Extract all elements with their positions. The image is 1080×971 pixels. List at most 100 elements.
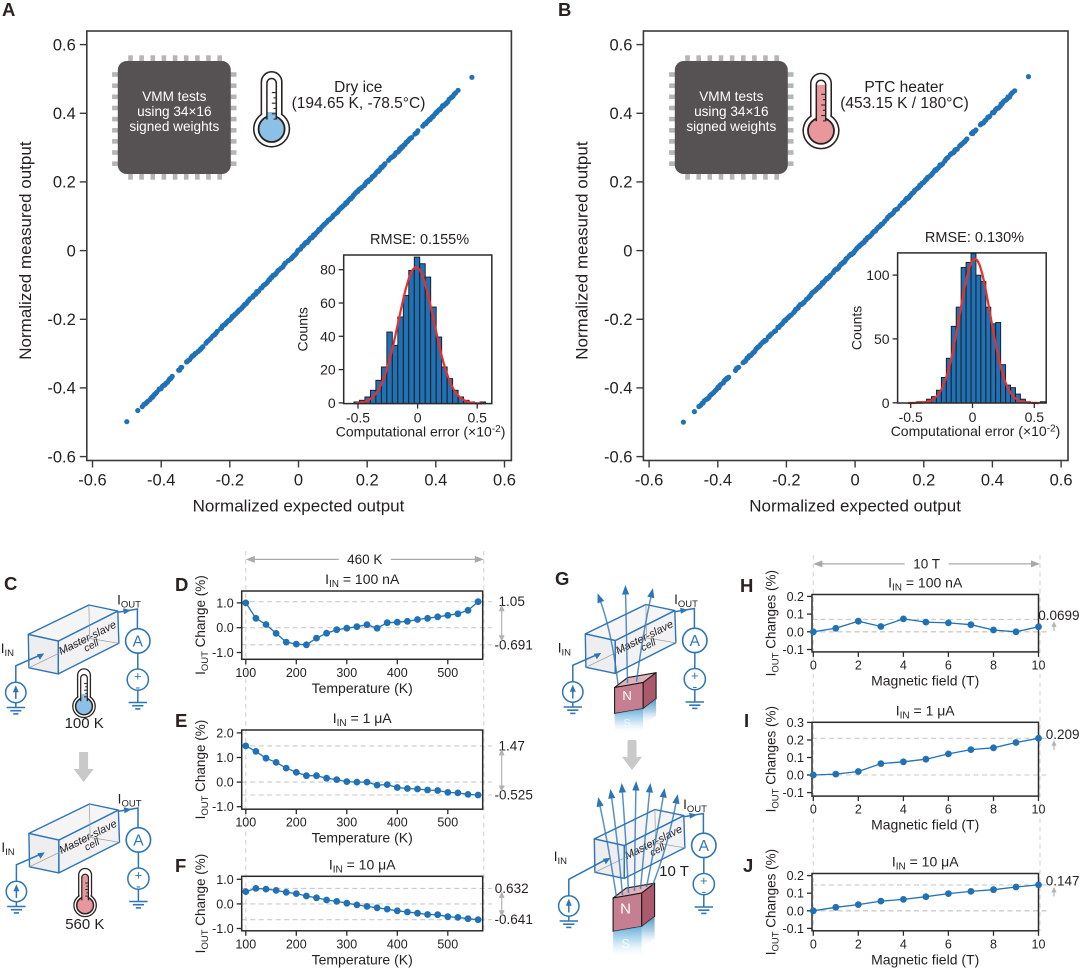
svg-text:Normalized measured output: Normalized measured output	[572, 141, 591, 360]
svg-text:Temperature (K): Temperature (K)	[312, 680, 413, 696]
svg-text:-1.0: -1.0	[212, 800, 234, 814]
svg-text:-: -	[701, 883, 706, 899]
svg-text:400: 400	[387, 816, 408, 830]
svg-text:1.0: 1.0	[216, 873, 233, 887]
svg-text:-0.2: -0.2	[772, 472, 800, 490]
svg-text:10: 10	[1032, 937, 1046, 951]
svg-text:8: 8	[990, 937, 997, 951]
svg-text:0.0: 0.0	[787, 769, 804, 783]
svg-text:+: +	[134, 668, 142, 683]
svg-text:IIN: IIN	[1, 641, 14, 659]
svg-text:1.47: 1.47	[499, 738, 525, 753]
svg-text:Computational error (×10-2): Computational error (×10-2)	[891, 423, 1061, 439]
svg-text:400: 400	[387, 666, 408, 680]
svg-text:1.0: 1.0	[216, 751, 233, 765]
svg-text:300: 300	[336, 937, 357, 951]
svg-text:0.1: 0.1	[787, 751, 804, 765]
svg-text:Magnetic field (T): Magnetic field (T)	[871, 672, 979, 688]
svg-text:+: +	[135, 867, 143, 882]
svg-text:IIN: IIN	[554, 849, 567, 867]
svg-text:+: +	[691, 668, 699, 683]
svg-text:-0.5: -0.5	[899, 409, 923, 425]
svg-text:0.632: 0.632	[495, 881, 529, 896]
svg-text:300: 300	[336, 816, 357, 830]
svg-text:F: F	[175, 855, 186, 876]
svg-text:0.6: 0.6	[493, 472, 516, 490]
svg-text:-0.2: -0.2	[216, 472, 244, 490]
svg-text:RMSE: 0.155%: RMSE: 0.155%	[370, 232, 469, 248]
svg-text:2.0: 2.0	[216, 726, 233, 740]
svg-text:100: 100	[235, 816, 256, 830]
svg-text:Computational error (×10-2): Computational error (×10-2)	[336, 424, 506, 440]
svg-text:2: 2	[855, 937, 862, 951]
svg-text:-1.0: -1.0	[212, 922, 234, 936]
svg-text:0: 0	[810, 658, 817, 672]
svg-text:RMSE: 0.130%: RMSE: 0.130%	[925, 230, 1024, 246]
svg-text:+: +	[700, 873, 708, 888]
svg-text:IOUT Changes (%): IOUT Changes (%)	[764, 849, 782, 955]
svg-text:0: 0	[67, 242, 76, 260]
svg-text:-: -	[692, 678, 697, 694]
svg-text:500: 500	[437, 816, 458, 830]
svg-text:0.3: 0.3	[787, 716, 804, 730]
svg-text:C: C	[4, 573, 17, 594]
svg-text:2: 2	[855, 658, 862, 672]
svg-text:(453.15 K / 180°C): (453.15 K / 180°C)	[840, 95, 969, 112]
svg-text:Magnetic field (T): Magnetic field (T)	[871, 817, 979, 833]
svg-text:0.1: 0.1	[787, 608, 804, 622]
svg-text:-0.2: -0.2	[47, 311, 75, 329]
svg-text:560 K: 560 K	[65, 916, 104, 933]
svg-text:signed weights: signed weights	[686, 119, 776, 134]
svg-text:100: 100	[866, 267, 890, 283]
svg-text:100: 100	[235, 937, 256, 951]
svg-text:-0.1: -0.1	[782, 786, 804, 800]
svg-text:-: -	[136, 877, 141, 893]
svg-text:IIN = 1 μA: IIN = 1 μA	[896, 702, 956, 721]
svg-text:200: 200	[286, 937, 307, 951]
svg-text:IIN: IIN	[558, 641, 571, 659]
svg-text:0: 0	[810, 937, 817, 951]
svg-text:0.2: 0.2	[787, 590, 804, 604]
svg-text:100: 100	[235, 666, 256, 680]
svg-text:200: 200	[286, 816, 307, 830]
svg-text:0.0: 0.0	[216, 776, 233, 790]
svg-text:-0.691: -0.691	[495, 637, 533, 652]
svg-text:Normalized measured output: Normalized measured output	[16, 141, 35, 360]
svg-text:A: A	[133, 832, 144, 849]
svg-text:IIN = 100 nA: IIN = 100 nA	[888, 575, 963, 594]
svg-text:0.209: 0.209	[1046, 727, 1080, 742]
svg-text:0.0: 0.0	[216, 897, 233, 911]
svg-text:0.6: 0.6	[53, 36, 76, 54]
svg-text:10 T: 10 T	[659, 863, 689, 880]
svg-text:E: E	[175, 710, 187, 731]
svg-text:10: 10	[1032, 803, 1046, 817]
svg-text:Normalized expected output: Normalized expected output	[749, 497, 961, 516]
svg-text:1.0: 1.0	[216, 596, 233, 610]
svg-text:Temperature (K): Temperature (K)	[312, 951, 413, 967]
svg-text:PTC heater: PTC heater	[864, 79, 943, 96]
svg-text:0.2: 0.2	[787, 869, 804, 883]
svg-text:Counts: Counts	[295, 307, 311, 351]
svg-text:-0.4: -0.4	[147, 472, 175, 490]
svg-text:A: A	[2, 0, 15, 20]
svg-text:-0.6: -0.6	[604, 448, 632, 466]
svg-text:0.4: 0.4	[981, 472, 1004, 490]
svg-text:N: N	[622, 688, 631, 703]
svg-text:IOUT: IOUT	[118, 792, 142, 810]
svg-text:VMM tests: VMM tests	[699, 89, 763, 104]
svg-text:IIN = 100 nA: IIN = 100 nA	[325, 571, 400, 590]
svg-text:Dry ice: Dry ice	[334, 79, 382, 96]
svg-text:80: 80	[320, 262, 336, 278]
svg-text:6: 6	[945, 937, 952, 951]
svg-text:Counts: Counts	[849, 306, 865, 350]
svg-text:IOUT Change (%): IOUT Change (%)	[193, 720, 211, 820]
svg-text:0.0: 0.0	[787, 904, 804, 918]
svg-text:IIN = 10 μA: IIN = 10 μA	[892, 854, 959, 873]
svg-text:0.4: 0.4	[609, 105, 632, 123]
svg-text:A: A	[690, 633, 701, 650]
svg-text:J: J	[743, 855, 753, 876]
svg-text:-0.1: -0.1	[782, 643, 804, 657]
svg-text:H: H	[740, 575, 753, 596]
svg-text:IOUT: IOUT	[674, 592, 698, 610]
svg-text:B: B	[558, 0, 571, 20]
